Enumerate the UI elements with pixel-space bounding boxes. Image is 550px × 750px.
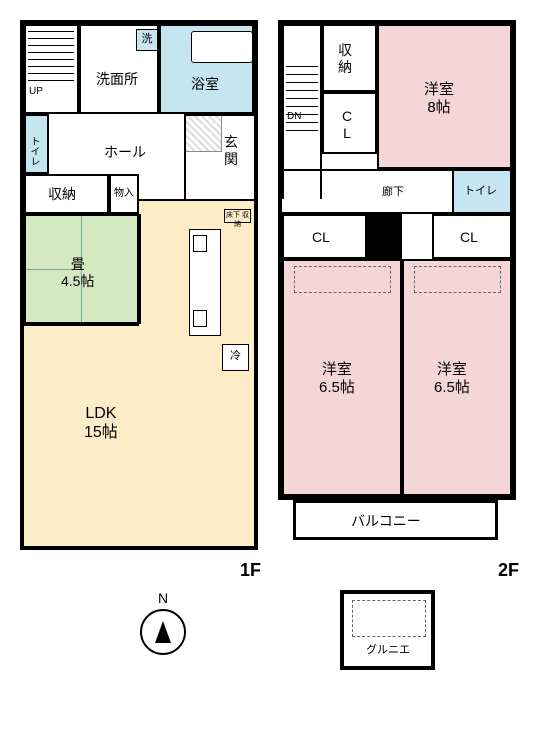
tatami-label: 畳 4.5帖: [61, 256, 94, 290]
bedroom-8: 洋室 8帖: [377, 24, 512, 169]
bedroom-65b: 洋室 6.5帖: [402, 259, 512, 496]
floor-2: 収 納 C L 洋室 8帖 DN 廊下: [278, 20, 516, 500]
bathtub: [191, 31, 253, 63]
floorplan-container: UP トイレ 洗 洗面所 浴室 ホール 玄 関: [20, 20, 530, 550]
stair-treads: [28, 31, 74, 91]
ldk-lower: [24, 324, 254, 546]
floor-2-wrap: 収 納 C L 洋室 8帖 DN 廊下: [278, 20, 516, 550]
compass-arrow: [155, 621, 171, 643]
fridge-label: 冷: [230, 350, 241, 362]
floors-row: UP トイレ 洗 洗面所 浴室 ホール 玄 関: [20, 20, 530, 550]
storage-1f-label: 収納: [48, 186, 76, 203]
dn-label: DN: [287, 111, 301, 123]
mono-label: 物入: [114, 188, 134, 200]
hallway-label: 廊下: [382, 186, 404, 199]
genkan: 玄 関: [184, 114, 254, 199]
mono: 物入: [109, 174, 139, 214]
cl-2: CL: [282, 214, 367, 259]
hall-label: ホール: [104, 144, 146, 161]
storage-2f-label: 収 納: [338, 42, 352, 76]
fridge: 冷: [222, 344, 249, 371]
bedroom-8-label: 洋室 8帖: [424, 81, 454, 117]
cl-1-label: C L: [342, 108, 352, 142]
floor-1: UP トイレ 洗 洗面所 浴室 ホール 玄 関: [20, 20, 258, 550]
washroom-label: 洗面所: [96, 71, 138, 88]
cl-3-label: CL: [460, 229, 478, 246]
closet-door-a: [294, 266, 391, 293]
bedroom-65a: 洋室 6.5帖: [282, 259, 402, 496]
stairs-1f: UP: [24, 24, 79, 114]
ldk-label: LDK 15帖: [84, 404, 118, 442]
balcony-label: バルコニー: [351, 513, 421, 530]
ldk-wall-3: [139, 199, 254, 201]
compass-n: N: [140, 590, 186, 606]
washroom: 洗 洗面所: [79, 24, 159, 114]
floor-1-label: 1F: [240, 560, 261, 581]
bedroom-65a-label: 洋室 6.5帖: [319, 361, 355, 397]
toilet-2f: トイレ: [452, 169, 512, 214]
bath: 浴室: [159, 24, 254, 114]
cl-1: C L: [322, 92, 377, 154]
bedroom-65b-label: 洋室 6.5帖: [434, 361, 470, 397]
genkan-label: 玄 関: [224, 134, 238, 168]
hallway: 廊下: [282, 169, 452, 214]
toilet-2f-label: トイレ: [464, 185, 497, 198]
grunie-hatch: [352, 600, 426, 637]
closet-door-b: [414, 266, 501, 293]
ldk-wall-1: [139, 214, 141, 324]
compass-icon: [140, 609, 186, 655]
washer-label: 洗: [142, 33, 153, 45]
toilet-1f: トイレ: [24, 114, 49, 174]
toilet-1f-label: トイレ: [27, 136, 39, 166]
washer-icon: 洗: [136, 29, 158, 51]
grunie-label: グルニエ: [366, 644, 410, 657]
bath-label: 浴室: [191, 76, 219, 93]
tatami: 畳 4.5帖: [24, 214, 139, 324]
compass-wrap: N: [140, 590, 186, 655]
up-label: UP: [29, 86, 43, 98]
storage-1f: 収納: [24, 174, 109, 214]
cl-2-label: CL: [312, 229, 330, 246]
floor-2-label: 2F: [498, 560, 519, 581]
genkan-tile: [186, 116, 222, 152]
storage-2f: 収 納: [322, 24, 377, 92]
grunie: グルニエ: [340, 590, 435, 670]
sink: [193, 235, 207, 252]
kitchen-counter: [189, 229, 221, 336]
cl-3: CL: [432, 214, 512, 259]
balcony: バルコニー: [293, 500, 498, 540]
stove: [193, 310, 207, 327]
yukashita: 床下 収納: [224, 209, 251, 223]
ldk-wall-2: [24, 324, 139, 326]
cl-gap: [367, 214, 402, 259]
